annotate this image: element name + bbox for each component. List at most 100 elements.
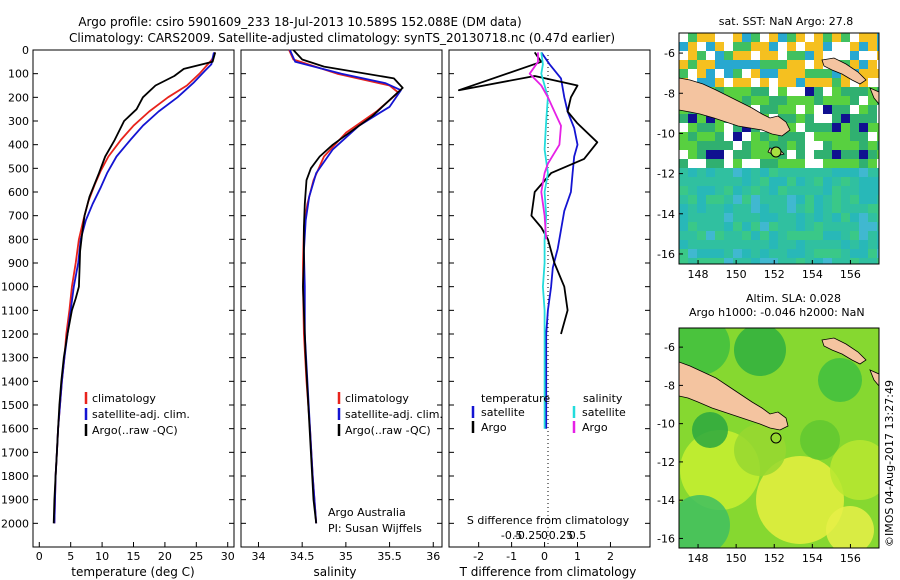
- temperature-axes: 0 5 10 15 20 25 300100200300400500600700800900…: [1, 44, 235, 563]
- sst-cell: [805, 204, 814, 213]
- sst-cell: [724, 222, 733, 231]
- sst-cell: [778, 141, 787, 150]
- sst-cell: [742, 177, 751, 186]
- sst-cell: [778, 231, 787, 240]
- sst-cell: [805, 132, 814, 141]
- sst-cell: [760, 132, 769, 141]
- sst-cell: [868, 123, 877, 132]
- sst-cell: [769, 69, 778, 78]
- sst-cell: [724, 213, 733, 222]
- sst-cell: [679, 195, 688, 204]
- sst-cell: [697, 222, 706, 231]
- sst-cell: [679, 33, 688, 42]
- map-y-tick-label: -12: [657, 456, 675, 469]
- sst-cell: [859, 105, 868, 114]
- sst-cell: [724, 159, 733, 168]
- sst-cell: [787, 177, 796, 186]
- sst-cell: [688, 60, 697, 69]
- sst-cell: [679, 132, 688, 141]
- sst-cell: [868, 240, 877, 249]
- sst-cell: [796, 213, 805, 222]
- sst-cell: [679, 150, 688, 159]
- sst-cell: [751, 186, 760, 195]
- sst-cell: [814, 60, 823, 69]
- sst-cell: [877, 240, 879, 249]
- sst-cell: [715, 204, 724, 213]
- y-tick-label: 100: [8, 68, 29, 81]
- sst-map-title: sat. SST: NaN Argo: 27.8: [719, 15, 853, 28]
- legend-label-s-satellite: satellite: [582, 406, 626, 419]
- sst-cell: [769, 87, 778, 96]
- series-line-satellite-adj-clim: [289, 49, 402, 524]
- sst-cell: [805, 159, 814, 168]
- sst-cell: [733, 69, 742, 78]
- sst-cell: [778, 258, 787, 264]
- sst-cell: [823, 177, 832, 186]
- sst-cell: [778, 249, 787, 258]
- sst-cell: [850, 60, 859, 69]
- sst-cell: [787, 132, 796, 141]
- sst-cell: [877, 177, 879, 186]
- sst-cell: [832, 96, 841, 105]
- sst-cell: [796, 51, 805, 60]
- sst-cell: [706, 195, 715, 204]
- sst-cell: [778, 69, 787, 78]
- sst-cell: [850, 51, 859, 60]
- sst-cell: [877, 231, 879, 240]
- sst-cell: [805, 150, 814, 159]
- s-tick-label: 0.5: [569, 529, 587, 542]
- sst-cell: [751, 231, 760, 240]
- sst-cell: [760, 159, 769, 168]
- sst-cell: [787, 240, 796, 249]
- y-tick-label: 2000: [1, 517, 29, 530]
- sla-map-title-2: Argo h1000: -0.046 h2000: NaN: [689, 306, 865, 319]
- difference-axes: -2 -1 0 1 2-0.5-0.250 0.250.5: [449, 49, 650, 563]
- sst-cell: [841, 213, 850, 222]
- sst-cell: [832, 204, 841, 213]
- sst-cell: [823, 141, 832, 150]
- sst-cell: [724, 132, 733, 141]
- sst-cell: [859, 168, 868, 177]
- sst-cell: [715, 231, 724, 240]
- sst-cell: [859, 51, 868, 60]
- sst-cell: [751, 258, 760, 264]
- sst-cell: [742, 249, 751, 258]
- sst-cell: [877, 42, 879, 51]
- sst-cell: [859, 87, 868, 96]
- sst-cell: [841, 240, 850, 249]
- sst-cell: [805, 258, 814, 264]
- sst-cell: [733, 123, 742, 132]
- sst-cell: [733, 204, 742, 213]
- sst-cell: [769, 159, 778, 168]
- sst-cell: [841, 186, 850, 195]
- sst-cell: [706, 258, 715, 264]
- series-line-t-argo: [457, 51, 599, 335]
- sst-cell: [850, 150, 859, 159]
- sst-cell: [814, 51, 823, 60]
- y-tick-label: 1500: [1, 399, 29, 412]
- sst-cell: [868, 33, 877, 42]
- sst-cell: [742, 141, 751, 150]
- sst-cell: [733, 222, 742, 231]
- sst-cell: [715, 60, 724, 69]
- sst-cell: [823, 240, 832, 249]
- salinity-axis-label: salinity: [313, 565, 356, 579]
- sst-cell: [850, 186, 859, 195]
- sst-cell: [751, 240, 760, 249]
- sst-cell: [742, 42, 751, 51]
- sst-cell: [760, 69, 769, 78]
- sst-cell: [688, 132, 697, 141]
- sst-cell: [832, 240, 841, 249]
- sst-cell: [733, 258, 742, 264]
- sst-cell: [688, 168, 697, 177]
- map-x-tick-label: 148: [688, 552, 709, 565]
- sst-cell: [868, 141, 877, 150]
- sst-cell: [877, 258, 879, 264]
- sst-cell: [832, 195, 841, 204]
- sst-cell: [823, 123, 832, 132]
- sst-cell: [715, 168, 724, 177]
- sst-cell: [679, 222, 688, 231]
- sst-cell: [679, 186, 688, 195]
- sst-cell: [751, 132, 760, 141]
